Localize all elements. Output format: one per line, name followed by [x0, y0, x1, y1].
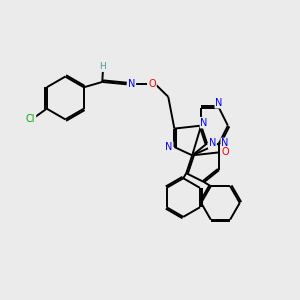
Text: N: N: [128, 79, 135, 89]
Text: N: N: [200, 118, 208, 128]
Text: O: O: [148, 79, 156, 89]
Text: N: N: [221, 139, 229, 148]
Text: O: O: [222, 147, 229, 158]
Text: N: N: [209, 139, 216, 148]
Text: N: N: [215, 98, 223, 108]
Text: H: H: [100, 62, 106, 71]
Text: Cl: Cl: [26, 114, 35, 124]
Text: N: N: [165, 142, 173, 152]
